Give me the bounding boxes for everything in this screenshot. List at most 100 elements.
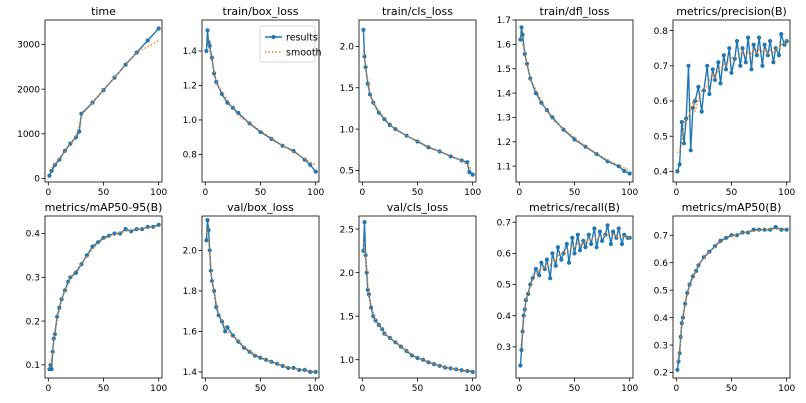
- results-point: [675, 169, 680, 174]
- results-point: [364, 270, 369, 275]
- smooth-line: [205, 230, 316, 372]
- x-tick-label: 100: [778, 188, 795, 198]
- results-point: [675, 367, 680, 372]
- results-point: [723, 67, 729, 72]
- x-tick-label: 0: [673, 188, 679, 198]
- results-point: [553, 263, 558, 268]
- results-point: [526, 291, 531, 296]
- plot-frame: [515, 215, 634, 379]
- plot-frame: [201, 215, 320, 379]
- chart-panel: val/box_loss 0 50 100 1.4 1.6 1.8 2.0: [183, 201, 325, 394]
- chart-panel: metrics/mAP50-95(B) 0 50 100 0.1 0.2 0.3 0.4: [26, 201, 168, 394]
- results-point: [204, 48, 209, 54]
- results-point: [721, 53, 726, 58]
- results-point: [754, 53, 760, 58]
- x-tick-label: 50: [569, 188, 581, 198]
- results-point: [608, 241, 614, 247]
- y-tick-label: 1.2: [497, 138, 511, 148]
- results-point: [470, 172, 475, 177]
- smooth-line: [362, 242, 473, 372]
- results-point: [533, 266, 539, 272]
- chart-panel: metrics/precision(B) 0 50 100 0.4 0.5 0.6 0.7 0.…: [654, 5, 796, 198]
- results-point: [151, 224, 156, 229]
- y-tick-label: 2.0: [183, 247, 198, 257]
- results-point: [519, 347, 524, 353]
- results-point: [710, 67, 715, 72]
- results-point: [757, 35, 762, 40]
- x-tick-label: 0: [673, 384, 679, 394]
- results-point: [156, 26, 161, 31]
- chart-title: time: [91, 5, 116, 18]
- results-point: [740, 46, 745, 51]
- results-point: [258, 355, 263, 360]
- y-tick-label: 1.4: [497, 89, 512, 99]
- results-point: [559, 257, 564, 262]
- results-point: [699, 109, 704, 114]
- results-point: [550, 115, 555, 120]
- results-point: [677, 351, 682, 356]
- results-point: [366, 292, 371, 297]
- results-point: [677, 162, 682, 167]
- results-point: [771, 60, 776, 65]
- results-point: [566, 260, 572, 265]
- chart-title: train/dfl_loss: [540, 5, 610, 18]
- results-line: [676, 33, 788, 172]
- results-point: [539, 100, 544, 105]
- results-point: [361, 27, 366, 32]
- y-tick-label: 1.1: [497, 162, 511, 172]
- results-point: [73, 135, 78, 140]
- results-point: [51, 336, 56, 341]
- x-tick-label: 100: [150, 188, 167, 198]
- y-tick-label: 0.5: [340, 167, 354, 177]
- y-tick-label: 0.2: [654, 369, 668, 379]
- results-point: [373, 318, 378, 323]
- results-point: [66, 279, 71, 284]
- x-tick-label: 50: [98, 384, 110, 394]
- y-tick-label: 0.7: [497, 218, 511, 228]
- results-point: [225, 100, 230, 105]
- y-tick-label: 0.5: [654, 132, 668, 142]
- results-point: [705, 63, 710, 68]
- y-tick-label: 2000: [17, 85, 40, 95]
- results-point: [597, 229, 603, 234]
- y-tick-label: 0.8: [183, 151, 198, 161]
- results-point: [622, 232, 627, 237]
- x-tick-label: 100: [307, 384, 324, 394]
- results-point: [768, 39, 773, 44]
- y-tick-label: 1.0: [340, 356, 355, 366]
- results-point: [696, 84, 701, 89]
- results-point: [773, 224, 778, 230]
- results-line: [519, 27, 630, 175]
- y-tick-label: 0.7: [654, 62, 668, 72]
- results-line: [362, 222, 473, 373]
- smooth-line: [48, 39, 160, 171]
- results-point: [550, 251, 555, 256]
- results-point: [738, 63, 743, 68]
- results-point: [616, 226, 621, 231]
- y-tick-label: 0.6: [497, 250, 512, 260]
- results-point: [73, 270, 78, 275]
- plot-frame: [358, 215, 477, 379]
- results-point: [313, 369, 318, 374]
- results-point: [48, 362, 53, 367]
- y-tick-label: 1.0: [340, 125, 355, 135]
- results-point: [313, 169, 318, 174]
- results-line: [48, 28, 160, 177]
- results-point: [308, 162, 313, 167]
- results-line: [676, 226, 787, 370]
- chart-title: val/cls_loss: [387, 201, 449, 214]
- results-point: [622, 168, 627, 174]
- chart-title: train/cls_loss: [382, 5, 453, 18]
- y-tick-label: 1.7: [497, 16, 511, 26]
- x-tick-label: 0: [45, 188, 51, 198]
- results-point: [575, 232, 580, 237]
- results-point: [57, 157, 62, 162]
- results-point: [519, 25, 524, 30]
- results-point: [297, 367, 302, 372]
- results-point: [291, 365, 296, 370]
- results-point: [382, 117, 387, 122]
- results-point: [627, 171, 632, 176]
- results-line: [362, 29, 474, 176]
